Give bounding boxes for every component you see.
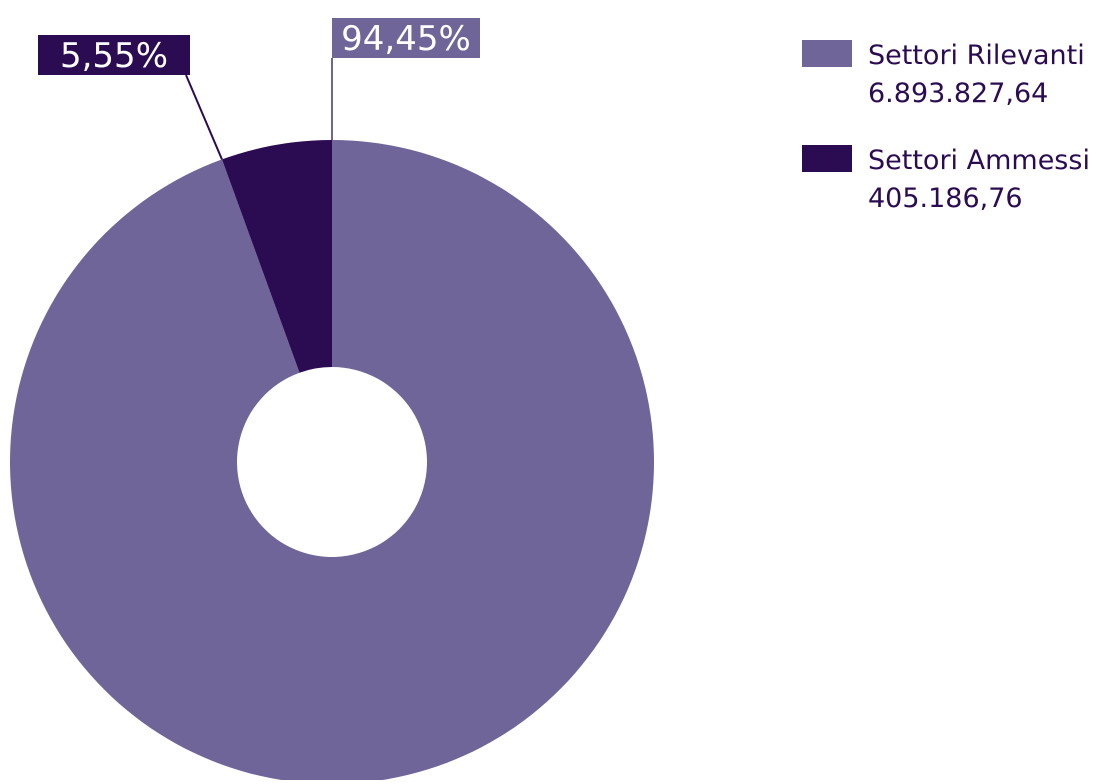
legend-label-settori-ammessi: Settori Ammessi	[868, 145, 1090, 176]
legend-value-settori-ammessi: 405.186,76	[868, 183, 1023, 214]
legend: Settori Rilevanti 6.893.827,64 Settori Amm…	[802, 40, 1090, 214]
leader-line-settori-ammessi	[185, 74, 223, 160]
legend-swatch-settori-rilevanti	[802, 40, 852, 67]
percent-label-box-settori-rilevanti	[332, 18, 480, 58]
legend-swatch-settori-ammessi	[802, 145, 852, 172]
percent-label-box-settori-ammessi	[38, 35, 190, 75]
leader-lines-layer	[185, 58, 333, 160]
legend-label-settori-rilevanti: Settori Rilevanti	[868, 40, 1085, 71]
percent-labels-layer: 94,45% 5,55%	[38, 18, 480, 76]
percent-label-settori-rilevanti: 94,45%	[341, 19, 471, 59]
percent-label-settori-ammessi: 5,55%	[60, 36, 168, 76]
slices-layer	[9, 140, 654, 784]
legend-value-settori-rilevanti: 6.893.827,64	[868, 78, 1048, 109]
slice-settori-rilevanti	[9, 140, 654, 784]
slice-settori-ammessi	[221, 140, 332, 373]
